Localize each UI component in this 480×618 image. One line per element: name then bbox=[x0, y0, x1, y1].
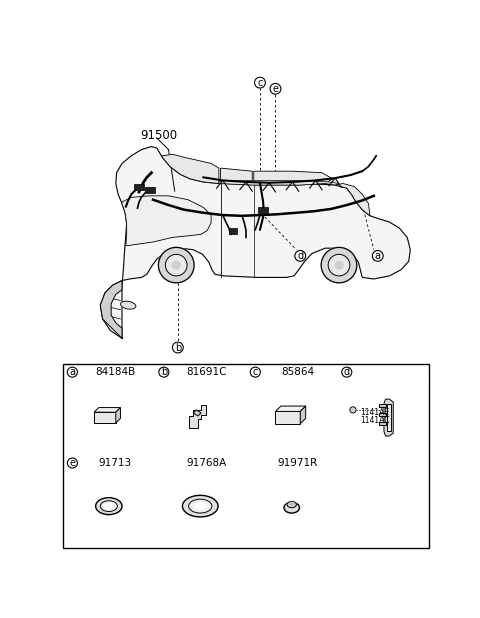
Polygon shape bbox=[258, 208, 268, 214]
Text: 1141AE: 1141AE bbox=[360, 408, 390, 418]
Text: a: a bbox=[375, 251, 381, 261]
Ellipse shape bbox=[182, 496, 218, 517]
Ellipse shape bbox=[189, 499, 212, 513]
Ellipse shape bbox=[287, 502, 296, 507]
Polygon shape bbox=[100, 281, 122, 338]
Polygon shape bbox=[145, 187, 155, 193]
Polygon shape bbox=[379, 422, 385, 425]
Text: 91768A: 91768A bbox=[186, 458, 227, 468]
Ellipse shape bbox=[100, 501, 117, 512]
Ellipse shape bbox=[290, 502, 294, 506]
Bar bbox=[63, 363, 429, 549]
Ellipse shape bbox=[195, 503, 206, 509]
Ellipse shape bbox=[96, 497, 122, 515]
Circle shape bbox=[328, 255, 350, 276]
Text: d: d bbox=[297, 251, 303, 261]
Text: 1141AC: 1141AC bbox=[360, 416, 390, 425]
Polygon shape bbox=[94, 412, 116, 423]
Text: e: e bbox=[273, 84, 278, 94]
Text: d: d bbox=[344, 367, 350, 377]
Polygon shape bbox=[379, 404, 385, 407]
Polygon shape bbox=[122, 196, 211, 246]
Polygon shape bbox=[276, 412, 300, 424]
Polygon shape bbox=[254, 171, 333, 185]
Ellipse shape bbox=[284, 502, 300, 513]
Circle shape bbox=[158, 247, 194, 283]
Text: c: c bbox=[257, 78, 263, 88]
Text: 91971R: 91971R bbox=[278, 458, 318, 468]
Text: 81691C: 81691C bbox=[186, 367, 227, 377]
Ellipse shape bbox=[105, 504, 113, 509]
Polygon shape bbox=[300, 406, 306, 424]
Text: e: e bbox=[70, 458, 75, 468]
Circle shape bbox=[321, 247, 357, 283]
Polygon shape bbox=[189, 405, 206, 428]
Polygon shape bbox=[387, 404, 391, 431]
Polygon shape bbox=[335, 184, 370, 216]
Polygon shape bbox=[94, 407, 120, 412]
Polygon shape bbox=[116, 407, 120, 423]
Polygon shape bbox=[229, 228, 237, 234]
Polygon shape bbox=[379, 413, 385, 416]
Text: a: a bbox=[70, 367, 75, 377]
Text: 91500: 91500 bbox=[140, 129, 177, 142]
Polygon shape bbox=[193, 410, 201, 416]
Polygon shape bbox=[276, 406, 306, 412]
Polygon shape bbox=[219, 180, 339, 185]
Circle shape bbox=[172, 261, 180, 269]
Text: 91713: 91713 bbox=[98, 458, 132, 468]
Circle shape bbox=[350, 407, 356, 413]
Polygon shape bbox=[100, 146, 410, 338]
Text: b: b bbox=[161, 367, 167, 377]
Text: 85864: 85864 bbox=[281, 367, 314, 377]
Polygon shape bbox=[384, 399, 393, 436]
Text: 84184B: 84184B bbox=[95, 367, 135, 377]
Text: b: b bbox=[175, 342, 181, 352]
Ellipse shape bbox=[120, 301, 136, 309]
Polygon shape bbox=[134, 184, 144, 190]
Text: c: c bbox=[252, 367, 258, 377]
Polygon shape bbox=[220, 168, 252, 185]
Polygon shape bbox=[162, 154, 219, 184]
Circle shape bbox=[335, 261, 343, 269]
Circle shape bbox=[166, 255, 187, 276]
